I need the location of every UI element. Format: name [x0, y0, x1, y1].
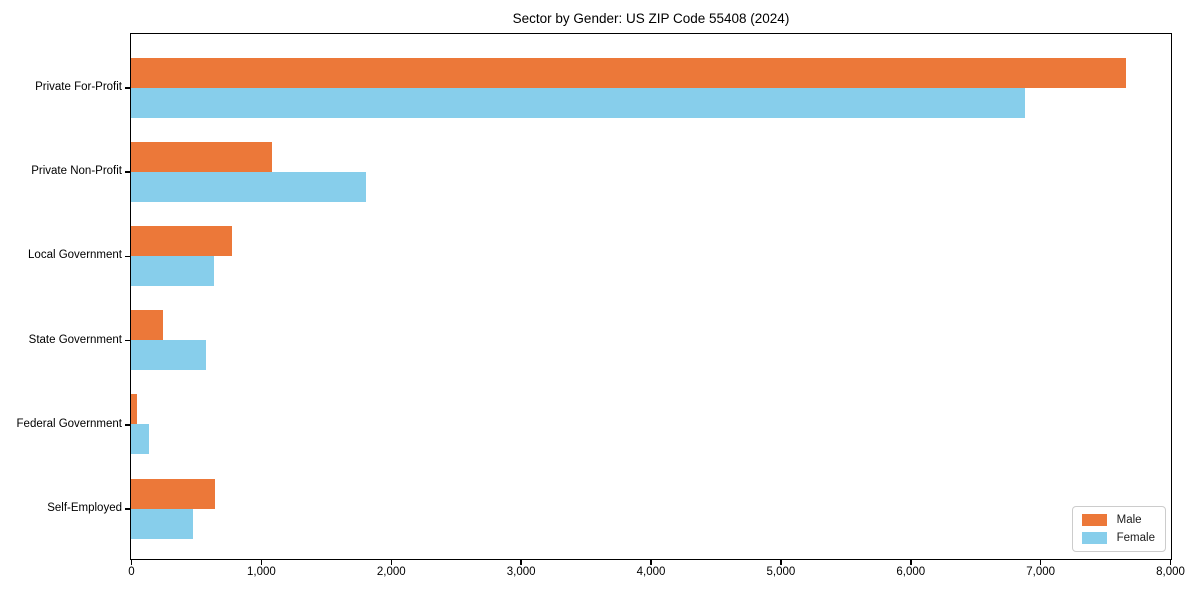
y-tick-label: Private Non-Profit	[31, 165, 122, 178]
bar-female-6	[131, 508, 193, 539]
plot-area: Male Female	[130, 33, 1172, 560]
legend-swatch-male	[1081, 514, 1107, 526]
x-tick	[1169, 560, 1172, 565]
y-tick	[124, 508, 130, 510]
x-tick	[260, 560, 263, 565]
x-tick-label: 2,000	[376, 566, 406, 578]
bar-male-6	[131, 478, 216, 509]
y-tick-label: Federal Government	[16, 417, 122, 430]
y-tick-label: Local Government	[28, 249, 122, 262]
legend-swatch-female	[1081, 532, 1107, 544]
x-tick-label: 3,000	[506, 566, 536, 578]
legend: Male Female	[1071, 506, 1166, 552]
y-tick	[124, 87, 130, 89]
x-tick-label: 6,000	[896, 566, 926, 578]
y-tick	[124, 171, 130, 173]
x-tick-label: 7,000	[1026, 566, 1056, 578]
bar-female-2	[131, 171, 367, 202]
x-tick-label: 8,000	[1156, 566, 1185, 578]
legend-label-male: Male	[1116, 514, 1142, 526]
bar-female-3	[131, 255, 215, 286]
bar-male-3	[131, 225, 232, 256]
x-tick	[130, 560, 133, 565]
bar-female-5	[131, 424, 149, 455]
y-tick-label: Private For-Profit	[35, 81, 122, 93]
x-tick	[910, 560, 912, 565]
x-tick	[1039, 560, 1042, 565]
bar-male-2	[131, 141, 272, 172]
legend-label-female: Female	[1116, 532, 1155, 544]
bar-female-4	[131, 340, 207, 371]
x-tick	[650, 560, 652, 565]
x-tick	[780, 560, 782, 565]
y-tick	[124, 424, 130, 426]
y-tick	[124, 339, 130, 342]
bar-male-1	[131, 57, 1126, 88]
x-tick-label: 4,000	[636, 566, 666, 578]
x-tick	[390, 560, 392, 565]
legend-entry-male: Male	[1081, 514, 1155, 526]
x-tick	[520, 560, 522, 565]
bar-male-5	[131, 394, 137, 425]
y-tick	[124, 255, 130, 258]
bar-male-4	[131, 310, 163, 341]
y-tick-label: Self-Employed	[47, 502, 122, 514]
chart-title: Sector by Gender: US ZIP Code 55408 (202…	[512, 11, 790, 26]
x-tick-label: 1,000	[246, 566, 276, 578]
legend-entry-female: Female	[1081, 532, 1155, 544]
y-tick-label: State Government	[28, 333, 122, 346]
x-tick-label: 5,000	[766, 566, 796, 578]
bar-female-1	[131, 87, 1025, 118]
x-tick-label: 0	[128, 566, 135, 578]
